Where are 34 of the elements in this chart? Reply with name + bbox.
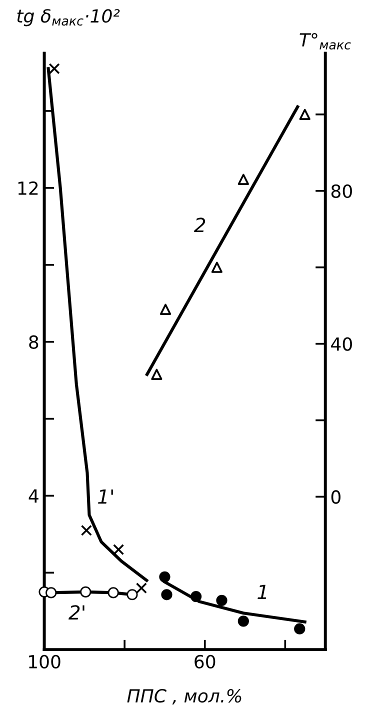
y-axis-title: tg δ$_{макс}$·10² — [17, 9, 120, 26]
point — [80, 586, 92, 598]
x-axis-title: ППС , мол.% — [127, 688, 242, 704]
point — [160, 304, 172, 315]
point — [126, 589, 138, 600]
point — [151, 368, 162, 380]
point — [136, 582, 147, 594]
point — [216, 594, 228, 606]
y2-tick-label: 0 — [331, 490, 340, 504]
series-label: 2 — [194, 218, 206, 232]
point — [190, 590, 202, 602]
series-label: 1 — [258, 584, 266, 600]
y-tick-label: 12 — [18, 181, 38, 195]
x-tick-label: 100 — [29, 654, 60, 668]
point — [112, 544, 124, 556]
point — [294, 623, 306, 634]
point — [48, 63, 60, 74]
series-label: 1' — [98, 490, 113, 504]
y2-tick-label: 80 — [331, 184, 352, 198]
y2-axis-title: T°$_{макс}$ — [300, 32, 351, 50]
series-label: 2' — [68, 605, 84, 620]
y-tick-label: 8 — [29, 335, 38, 349]
point — [211, 262, 222, 273]
point — [238, 616, 249, 627]
y-tick-label: 4 — [28, 489, 38, 503]
point — [238, 174, 249, 185]
y2-tick-label: 40 — [331, 337, 352, 351]
point — [46, 587, 57, 598]
point — [159, 571, 170, 582]
point — [108, 587, 119, 598]
point — [299, 108, 310, 120]
point — [80, 524, 92, 536]
x-tick-label: 60 — [194, 654, 216, 668]
point — [161, 589, 172, 600]
